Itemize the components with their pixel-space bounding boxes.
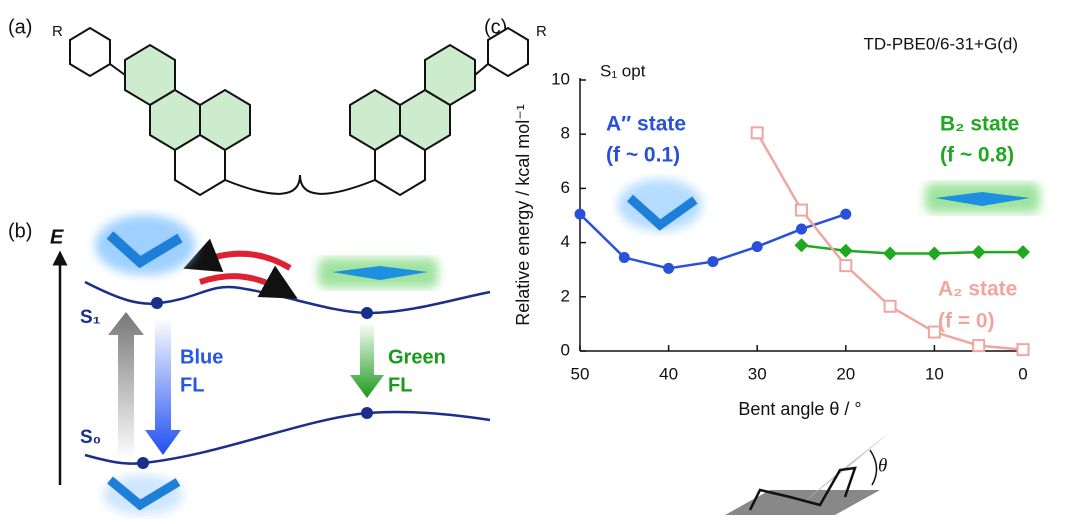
y-tick-label: 6: [561, 178, 570, 197]
x-tick-label: 20: [836, 364, 855, 383]
annotation: (f ~ 0.8): [940, 144, 1014, 167]
y-tick-label: 4: [561, 232, 570, 251]
point: [927, 325, 941, 339]
point: [840, 208, 852, 220]
point: [971, 245, 986, 260]
point: [750, 126, 764, 140]
energy-label: E: [50, 226, 64, 248]
annotation: (f ~ 0.1): [606, 144, 680, 167]
point: [618, 252, 630, 264]
point: [883, 299, 897, 313]
point: [794, 238, 809, 253]
s0-label: S₀: [80, 427, 101, 448]
panel-label: (b): [8, 220, 32, 242]
blue-fl-label: FL: [180, 374, 204, 396]
point: [796, 223, 807, 235]
s0-curve: [84, 410, 491, 465]
green-fl-label: FL: [388, 374, 412, 396]
point: [838, 243, 853, 258]
point: [707, 256, 719, 268]
point: [972, 339, 986, 353]
state-dot: [361, 307, 373, 319]
chart-icons: [618, 179, 1040, 515]
x-tick-label: 50: [571, 364, 590, 383]
point: [751, 241, 763, 253]
x-tick-label: 0: [1018, 364, 1027, 383]
point: [795, 203, 808, 217]
state-dot: [137, 457, 149, 469]
point: [1016, 343, 1030, 357]
legend-label: A₂ state: [938, 278, 1017, 301]
isomerization-arrow: [199, 265, 298, 299]
s1-label: S₁: [80, 307, 101, 328]
blue-fl-arrow: [145, 318, 181, 455]
isomerization-arrow: [183, 238, 292, 273]
x-tick-label: 30: [748, 364, 767, 383]
x-tick-label: 40: [659, 364, 678, 383]
point: [883, 246, 898, 261]
legend-label: A″ state: [606, 113, 686, 136]
point: [1016, 245, 1030, 260]
y-tick-label: 10: [551, 69, 570, 88]
y-tick-label: 8: [561, 124, 570, 143]
substituent: R: [52, 23, 63, 40]
blue-fl-label: Blue: [180, 346, 223, 368]
chart-title: TD-PBE0/6-31+G(d): [864, 34, 1018, 53]
angle-symbol: θ: [878, 455, 887, 476]
annotation: (f = 0): [938, 310, 995, 333]
y-tick-label: 0: [561, 340, 570, 359]
panel-label: (a): [8, 16, 32, 38]
chart-subtitle: S₁ opt: [600, 61, 646, 80]
state-dot: [151, 297, 163, 309]
point: [927, 246, 942, 261]
substituent: R: [536, 23, 547, 40]
series-line: [801, 244, 1023, 255]
green-fl-label: Green: [388, 346, 446, 368]
x-axis-label: Bent angle θ / °: [738, 399, 861, 419]
state-dot: [361, 407, 373, 419]
molecule: [69, 26, 529, 197]
point: [574, 208, 586, 220]
point: [839, 259, 853, 273]
y-tick-label: 2: [561, 286, 570, 305]
absorption-arrow: [108, 312, 144, 460]
green-fl-arrow: [350, 322, 384, 398]
legend-label: B₂ state: [940, 113, 1019, 136]
x-tick-label: 10: [925, 364, 944, 383]
point: [663, 262, 675, 274]
planar-icon: [318, 258, 438, 288]
bent-icon: [95, 215, 195, 515]
y-axis-label: Relative energy / kcal mol⁻¹: [513, 104, 533, 326]
